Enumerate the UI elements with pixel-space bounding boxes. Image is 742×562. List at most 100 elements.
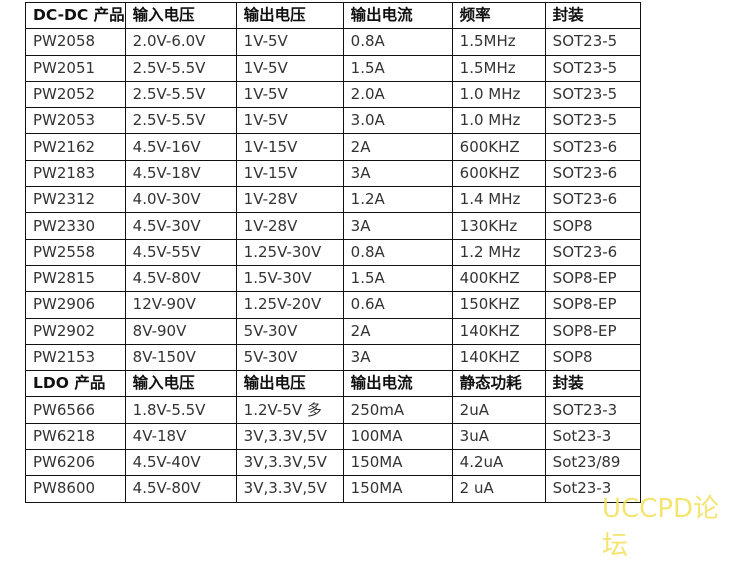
table-row: PW6218 4V-18V 3V,3.3V,5V 100MA 3uA Sot23-3 bbox=[25, 422, 641, 451]
table-cell: 3V,3.3V,5V bbox=[235, 449, 344, 477]
table-cell: SOT23-6 bbox=[544, 186, 641, 214]
table-cell: PW6218 bbox=[25, 422, 126, 451]
table-cell: 1.2A bbox=[342, 186, 453, 214]
ldo-header-row: LDO 产品 输入电压 输出电压 输出电流 静态功耗 封装 bbox=[25, 370, 641, 398]
header-cell: 输入电压 bbox=[124, 1, 237, 30]
table-cell: 1.8V-5.5V bbox=[124, 396, 237, 424]
table-cell: 4.5V-40V bbox=[124, 449, 237, 477]
table-cell: 2A bbox=[342, 133, 453, 161]
header-cell: 封装 bbox=[544, 370, 641, 398]
table-cell: SOT23-6 bbox=[544, 133, 641, 161]
table-cell: Sot23-3 bbox=[544, 475, 641, 503]
table-cell: PW2312 bbox=[25, 186, 126, 214]
table-cell: 0.6A bbox=[342, 291, 453, 319]
table-cell: SOT23-5 bbox=[544, 107, 641, 135]
table-cell: 2 uA bbox=[451, 475, 546, 503]
table-cell: 2uA bbox=[451, 396, 546, 424]
table-cell: 8V-150V bbox=[124, 343, 237, 372]
table-cell: 4V-18V bbox=[124, 422, 237, 451]
table-cell: SOT23-6 bbox=[544, 159, 641, 188]
table-row: PW2058 2.0V-6.0V 1V-5V 0.8A 1.5MHz SOT23-5 bbox=[25, 28, 641, 56]
table-row: PW2906 12V-90V 1.25V-20V 0.6A 150KHZ SOP8-EP bbox=[25, 291, 641, 319]
table-cell: SOP8-EP bbox=[544, 317, 641, 345]
header-cell: 静态功耗 bbox=[451, 370, 546, 398]
table-cell: PW2902 bbox=[25, 317, 126, 345]
table-cell: 3A bbox=[342, 159, 453, 188]
table-cell: 1V-28V bbox=[235, 212, 344, 240]
product-spec-table: DC-DC 产品 输入电压 输出电压 输出电流 频率 封装 PW2058 2.0V-6.0V 1… bbox=[25, 1, 641, 503]
table-cell: 1.5MHz bbox=[451, 54, 546, 82]
table-cell: PW6206 bbox=[25, 449, 126, 477]
table-cell: 4.0V-30V bbox=[124, 186, 237, 214]
table-cell: 8V-90V bbox=[124, 317, 237, 345]
table-cell: 12V-90V bbox=[124, 291, 237, 319]
table-cell: PW2183 bbox=[25, 159, 126, 188]
table-cell: 4.5V-16V bbox=[124, 133, 237, 161]
table-cell: 1V-5V bbox=[235, 54, 344, 82]
table-row: PW2815 4.5V-80V 1.5V-30V 1.5A 400KHZ SOP8-EP bbox=[25, 264, 641, 293]
table-cell: 1.5MHz bbox=[451, 28, 546, 56]
table-row: PW2902 8V-90V 5V-30V 2A 140KHZ SOP8-EP bbox=[25, 317, 641, 345]
table-cell: 1.25V-30V bbox=[235, 238, 344, 266]
table-cell: 1V-5V bbox=[235, 28, 344, 56]
table-row: PW6206 4.5V-40V 3V,3.3V,5V 150MA 4.2uA Sot23/… bbox=[25, 449, 641, 477]
table-cell: 1.0 MHz bbox=[451, 107, 546, 135]
table-cell: 5V-30V bbox=[235, 343, 344, 372]
table-cell: PW2051 bbox=[25, 54, 126, 82]
table-cell: 2.0V-6.0V bbox=[124, 28, 237, 56]
table-row: PW2162 4.5V-16V 1V-15V 2A 600KHZ SOT23-6 bbox=[25, 133, 641, 161]
header-cell: 输出电流 bbox=[342, 1, 453, 30]
table-cell: SOP8 bbox=[544, 212, 641, 240]
table-cell: 150KHZ bbox=[451, 291, 546, 319]
table-cell: 1.2 MHz bbox=[451, 238, 546, 266]
table-cell: 150MA bbox=[342, 475, 453, 503]
table-cell: 4.5V-80V bbox=[124, 475, 237, 503]
table-row: PW2183 4.5V-18V 1V-15V 3A 600KHZ SOT23-6 bbox=[25, 159, 641, 188]
table-cell: 1.4 MHz bbox=[451, 186, 546, 214]
table-cell: 2.5V-5.5V bbox=[124, 54, 237, 82]
table-cell: PW2558 bbox=[25, 238, 126, 266]
table-cell: 600KHZ bbox=[451, 159, 546, 188]
dcdc-header-row: DC-DC 产品 输入电压 输出电压 输出电流 频率 封装 bbox=[25, 1, 641, 30]
table-cell: SOT23-5 bbox=[544, 80, 641, 109]
table-cell: PW8600 bbox=[25, 475, 126, 503]
table-cell: PW2053 bbox=[25, 107, 126, 135]
table-row: PW2053 2.5V-5.5V 1V-5V 3.0A 1.0 MHz SOT23-5 bbox=[25, 107, 641, 135]
table-cell: SOT23-5 bbox=[544, 28, 641, 56]
table-cell: SOT23-6 bbox=[544, 238, 641, 266]
table-cell: 140KHZ bbox=[451, 343, 546, 372]
table-cell: 250mA bbox=[342, 396, 453, 424]
table-cell: SOT23-5 bbox=[544, 54, 641, 82]
table-cell: 0.8A bbox=[342, 238, 453, 266]
table-cell: SOP8 bbox=[544, 343, 641, 372]
table-cell: 5V-30V bbox=[235, 317, 344, 345]
table-cell: 3V,3.3V,5V bbox=[235, 422, 344, 451]
table-cell: PW2906 bbox=[25, 291, 126, 319]
table-cell: 2.5V-5.5V bbox=[124, 80, 237, 109]
table-cell: Sot23/89 bbox=[544, 449, 641, 477]
table-cell: 2A bbox=[342, 317, 453, 345]
table-cell: 1.0 MHz bbox=[451, 80, 546, 109]
table-row: PW8600 4.5V-80V 3V,3.3V,5V 150MA 2 uA Sot23-3 bbox=[25, 475, 641, 503]
table-cell: SOP8-EP bbox=[544, 291, 641, 319]
table-cell: 2.0A bbox=[342, 80, 453, 109]
table-cell: 3V,3.3V,5V bbox=[235, 475, 344, 503]
watermark: UCCPD论坛 bbox=[602, 494, 720, 561]
header-cell: 输出电压 bbox=[235, 370, 344, 398]
header-cell: DC-DC 产品 bbox=[25, 1, 126, 30]
table-cell: PW2162 bbox=[25, 133, 126, 161]
table-cell: 2.5V-5.5V bbox=[124, 107, 237, 135]
table-cell: SOP8-EP bbox=[544, 264, 641, 293]
table-cell: 4.5V-18V bbox=[124, 159, 237, 188]
table-row: PW2051 2.5V-5.5V 1V-5V 1.5A 1.5MHz SOT23-5 bbox=[25, 54, 641, 82]
header-cell: 输入电压 bbox=[124, 370, 237, 398]
table-cell: 3uA bbox=[451, 422, 546, 451]
table-cell: 4.5V-80V bbox=[124, 264, 237, 293]
table-cell: 0.8A bbox=[342, 28, 453, 56]
table-cell: PW2815 bbox=[25, 264, 126, 293]
table-cell: PW2052 bbox=[25, 80, 126, 109]
table-row: PW2052 2.5V-5.5V 1V-5V 2.0A 1.0 MHz SOT23-5 bbox=[25, 80, 641, 109]
table-cell: 4.5V-30V bbox=[124, 212, 237, 240]
table-cell: 1V-28V bbox=[235, 186, 344, 214]
table-row: PW2330 4.5V-30V 1V-28V 3A 130KHz SOP8 bbox=[25, 212, 641, 240]
